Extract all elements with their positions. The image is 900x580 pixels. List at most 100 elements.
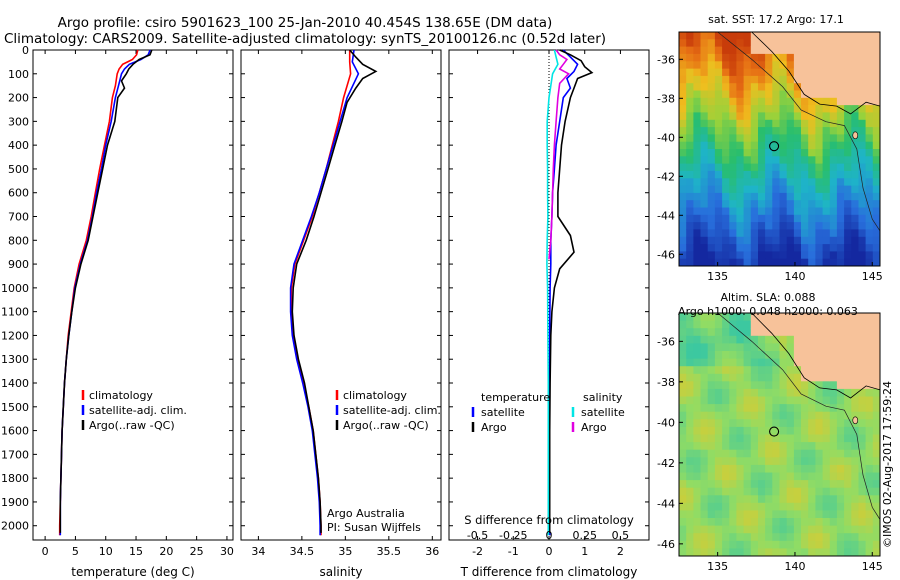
map-cell bbox=[729, 97, 737, 106]
map-cell bbox=[865, 419, 874, 428]
map-cell bbox=[786, 192, 795, 201]
map-cell bbox=[707, 112, 716, 121]
map-cell bbox=[786, 533, 795, 542]
map-cell bbox=[686, 170, 694, 179]
map-cell bbox=[714, 244, 723, 252]
map-cell bbox=[707, 149, 716, 157]
map-cell bbox=[872, 464, 881, 473]
map-cell bbox=[743, 449, 752, 458]
map-cell bbox=[758, 83, 766, 91]
map-cell bbox=[758, 411, 766, 420]
map-cell bbox=[844, 449, 852, 458]
map-cell bbox=[736, 244, 744, 252]
map-cell bbox=[858, 141, 867, 150]
map-cell bbox=[801, 68, 809, 77]
map-cell bbox=[729, 127, 737, 135]
map-cell bbox=[858, 170, 867, 179]
map-cell bbox=[822, 141, 831, 150]
map-cell bbox=[822, 480, 831, 489]
map-cell bbox=[729, 134, 737, 143]
x-tick-label: 25 bbox=[190, 545, 204, 558]
map-cell bbox=[743, 396, 752, 405]
map-cell bbox=[786, 502, 795, 511]
map-cell bbox=[851, 258, 859, 267]
map-cell bbox=[793, 134, 802, 143]
map-cell bbox=[758, 127, 766, 135]
credit-program: Argo Australia bbox=[327, 507, 405, 520]
map-cell bbox=[736, 442, 744, 451]
map-cell bbox=[772, 366, 780, 375]
map-cell bbox=[707, 68, 716, 77]
map-cell bbox=[815, 229, 823, 238]
map-cell bbox=[808, 141, 816, 150]
map-cell bbox=[750, 480, 759, 489]
map-cell bbox=[801, 134, 809, 143]
map-cell bbox=[829, 373, 838, 382]
map-cell bbox=[722, 229, 730, 238]
map-cell bbox=[679, 141, 687, 150]
map-cell bbox=[786, 449, 795, 458]
map-cell bbox=[722, 495, 730, 504]
map-cell bbox=[786, 178, 795, 186]
map-cell bbox=[872, 328, 881, 337]
map-cell bbox=[779, 46, 788, 55]
map-cell bbox=[865, 156, 874, 164]
map-cell bbox=[700, 518, 709, 526]
map-cell bbox=[729, 419, 737, 428]
map-cell bbox=[793, 119, 802, 128]
map-cell bbox=[686, 214, 694, 223]
map-cell bbox=[793, 105, 802, 113]
map-cell bbox=[714, 134, 723, 143]
map-cell bbox=[679, 192, 687, 201]
map-cell bbox=[793, 358, 802, 367]
map-cell bbox=[772, 68, 780, 77]
map-cell bbox=[872, 119, 881, 128]
map-cell bbox=[679, 426, 687, 435]
map-cell bbox=[822, 518, 831, 526]
map-cell bbox=[858, 328, 867, 337]
map-cell bbox=[836, 258, 845, 267]
map-cell bbox=[750, 533, 759, 542]
map-cell bbox=[808, 540, 816, 549]
map-cell bbox=[707, 472, 716, 481]
map-cell bbox=[872, 192, 881, 201]
map-cell bbox=[714, 149, 723, 157]
series-line bbox=[289, 49, 360, 536]
map-cell bbox=[679, 328, 687, 337]
map-cell bbox=[714, 472, 723, 481]
map-cell bbox=[686, 97, 694, 106]
map-cell bbox=[714, 200, 723, 208]
map-cell bbox=[700, 457, 709, 466]
map-cell bbox=[722, 510, 730, 519]
legend-label: climatology bbox=[343, 389, 407, 402]
map-cell bbox=[693, 464, 701, 473]
map-cell bbox=[736, 39, 744, 47]
map-cell bbox=[772, 83, 780, 91]
map-cell bbox=[851, 502, 859, 511]
map-cell bbox=[743, 141, 752, 150]
map-cell bbox=[700, 244, 709, 252]
map-y-tick-label: -46 bbox=[657, 248, 675, 261]
map-cell bbox=[779, 119, 788, 128]
map-cell bbox=[693, 373, 701, 382]
map-cell bbox=[829, 192, 838, 201]
map-cell bbox=[793, 83, 802, 91]
map-cell bbox=[786, 540, 795, 549]
map-cell bbox=[750, 449, 759, 458]
map-cell bbox=[858, 258, 867, 267]
map-cell bbox=[750, 32, 759, 40]
map-cell bbox=[700, 480, 709, 489]
map-cell bbox=[786, 244, 795, 252]
map-cell bbox=[736, 134, 744, 143]
map-cell bbox=[722, 381, 730, 390]
map-cell bbox=[865, 229, 874, 238]
map-cell bbox=[686, 222, 694, 230]
map-cell bbox=[700, 185, 709, 194]
map-cell bbox=[714, 68, 723, 77]
map-cell bbox=[772, 90, 780, 99]
map-cell bbox=[686, 328, 694, 337]
map-cell bbox=[772, 449, 780, 458]
x-tick-label: 35.5 bbox=[377, 545, 402, 558]
map-cell bbox=[865, 464, 874, 473]
